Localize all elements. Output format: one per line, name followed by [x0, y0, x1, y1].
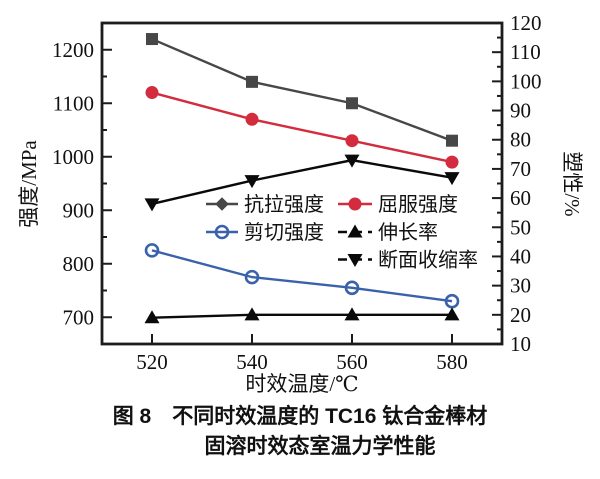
x-tick-label: 580 — [436, 350, 468, 374]
legend-label: 剪切强度 — [244, 221, 324, 244]
series-line — [151, 249, 453, 303]
data-point-marker — [344, 307, 360, 321]
plot-frame — [100, 21, 504, 346]
data-point-marker — [215, 197, 229, 211]
data-point-marker — [445, 155, 459, 169]
series-抗拉强度 — [146, 33, 458, 147]
right-tick-label: 70 — [510, 157, 531, 181]
legend-item-伸长率: 伸长率 — [338, 221, 438, 244]
data-point-marker — [146, 33, 158, 46]
data-point-marker — [347, 254, 363, 267]
data-point-marker — [144, 310, 160, 324]
data-point-marker — [446, 134, 458, 147]
data-point-marker — [344, 154, 360, 168]
legend-item-剪切强度: 剪切强度 — [206, 221, 324, 244]
series-屈服强度 — [145, 86, 459, 169]
left-tick-label: 900 — [63, 198, 95, 222]
right-tick-label: 100 — [510, 69, 542, 93]
series-line — [151, 91, 453, 164]
x-tick-label: 540 — [236, 350, 268, 374]
right-tick-label: 50 — [510, 215, 531, 239]
right-tick-label: 60 — [510, 186, 531, 210]
caption-line-1: 图 8 不同时效温度的 TC16 钛合金棒材 — [112, 405, 488, 428]
x-tick-label: 520 — [136, 350, 168, 374]
figure-caption: 图 8 不同时效温度的 TC16 钛合金棒材 固溶时效态室温力学性能 — [0, 402, 600, 462]
data-point-marker — [347, 224, 363, 238]
data-point-marker — [245, 112, 259, 126]
legend-label: 抗拉强度 — [244, 193, 324, 216]
right-tick-label: 20 — [510, 303, 531, 327]
caption-line-2: 固溶时效态室温力学性能 — [204, 435, 436, 458]
data-point-marker — [345, 134, 359, 148]
right-tick-label: 110 — [510, 40, 541, 64]
chart-canvas: 700 800 900 1000 1100 1200 10 20 30 40 50 60 70 80 90 1… — [17, 11, 584, 396]
left-tick-label: 1200 — [52, 38, 94, 62]
data-point-marker — [244, 269, 260, 285]
data-point-marker — [244, 307, 260, 321]
data-point-marker — [144, 198, 160, 212]
legend-item-屈服强度: 屈服强度 — [338, 193, 458, 216]
axes — [102, 22, 502, 345]
legend-label: 屈服强度 — [378, 193, 458, 216]
legend-label: 断面收缩率 — [378, 249, 478, 272]
data-point-marker — [145, 86, 159, 100]
left-tick-label: 800 — [63, 252, 95, 276]
left-axis-title: 强度/MPa — [17, 140, 41, 228]
data-point-marker — [214, 224, 230, 240]
data-point-marker — [144, 243, 160, 258]
right-tick-label: 80 — [510, 128, 531, 152]
left-tick-label: 1100 — [53, 91, 94, 115]
series-断面收缩率 — [144, 154, 460, 212]
left-tick-label: 1000 — [52, 145, 94, 169]
data-point-marker — [444, 293, 460, 309]
data-point-marker — [244, 175, 260, 189]
legend-item-抗拉强度: 抗拉强度 — [206, 193, 324, 216]
series-剪切强度 — [144, 243, 460, 309]
legend-label: 伸长率 — [378, 221, 438, 244]
right-tick-label: 120 — [510, 11, 542, 35]
data-point-marker — [444, 307, 460, 321]
axis-tick-labels: 700 800 900 1000 1100 1200 10 20 30 40 50 60 70 80 90 1… — [52, 11, 542, 374]
legend-item-断面收缩率: 断面收缩率 — [338, 249, 478, 272]
series-line — [151, 313, 452, 319]
series-伸长率 — [144, 307, 460, 324]
right-tick-label: 30 — [510, 274, 531, 298]
right-axis-title: 塑性/% — [560, 151, 584, 216]
data-point-marker — [246, 75, 258, 88]
right-tick-label: 10 — [510, 332, 531, 356]
data-point-marker — [344, 280, 360, 296]
right-tick-label: 90 — [510, 99, 531, 123]
series-line — [151, 37, 453, 142]
x-axis-title: 时效温度/℃ — [245, 372, 358, 396]
right-tick-label: 40 — [510, 244, 531, 268]
data-point-marker — [444, 172, 460, 186]
data-point-marker — [348, 197, 362, 211]
series-line — [151, 158, 453, 206]
data-point-marker — [346, 97, 358, 110]
left-tick-label: 700 — [63, 305, 95, 329]
x-tick-label: 560 — [336, 350, 368, 374]
